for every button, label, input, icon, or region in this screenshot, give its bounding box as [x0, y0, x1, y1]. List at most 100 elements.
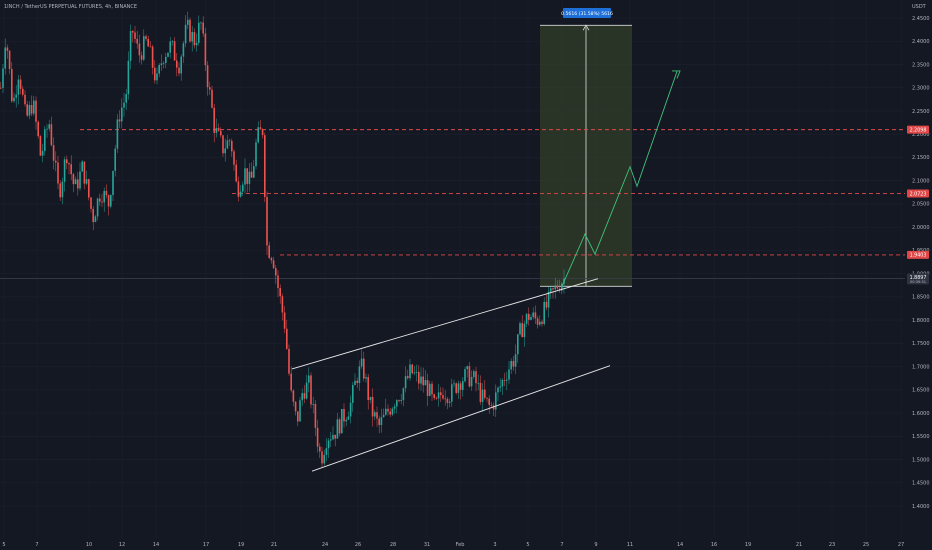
- candle-body: [508, 369, 510, 380]
- candle-body: [332, 434, 334, 440]
- level-badge: [907, 189, 929, 198]
- candle-body: [435, 397, 438, 399]
- time-tick-label: 12: [119, 542, 125, 548]
- candle-body: [26, 104, 28, 116]
- candle-body: [437, 392, 440, 399]
- time-tick-label: 10: [86, 542, 92, 548]
- candle-body: [453, 383, 455, 385]
- candle-body: [44, 129, 46, 151]
- candle-body: [330, 439, 332, 441]
- candle-body: [444, 398, 446, 400]
- candle-body: [495, 392, 497, 410]
- candle-body: [46, 128, 48, 130]
- ascending-channel: [291, 278, 611, 472]
- candle-body: [541, 321, 543, 324]
- candle-body: [371, 396, 374, 417]
- candle-body: [41, 150, 44, 156]
- candle-body: [411, 364, 413, 374]
- projection-path: [561, 71, 678, 287]
- candle-body: [448, 401, 451, 403]
- candle-body: [215, 127, 218, 133]
- candle-body: [431, 383, 433, 395]
- channel-lower-line: [311, 365, 611, 472]
- channel-upper-line: [291, 278, 599, 370]
- candle-body: [233, 151, 235, 165]
- candle-body: [35, 100, 37, 122]
- candle-body: [426, 380, 429, 396]
- candle-body: [127, 60, 130, 95]
- candle-body: [13, 97, 15, 102]
- candle-body: [8, 50, 11, 70]
- candle-body: [169, 41, 171, 53]
- candle-body: [323, 454, 325, 464]
- time-tick-label: 7: [560, 542, 563, 548]
- candle-body: [116, 119, 119, 149]
- candle-body: [70, 164, 72, 175]
- candle-body: [462, 381, 464, 390]
- candle-body: [413, 372, 416, 374]
- candle-body: [248, 171, 251, 184]
- candle-body: [28, 104, 31, 116]
- candle-body: [363, 358, 365, 379]
- candle-body: [132, 30, 134, 33]
- candle-body: [312, 403, 314, 405]
- candle-body: [59, 183, 61, 198]
- candle-body: [486, 397, 488, 399]
- candle-body: [264, 135, 266, 197]
- time-tick-label: 16: [711, 542, 717, 548]
- price-tick-label: 2.1000: [912, 178, 930, 184]
- candle-body: [492, 405, 495, 410]
- candle-body: [173, 41, 176, 61]
- measure-label-bg: [563, 8, 611, 18]
- candle-body: [138, 43, 141, 56]
- candle-body: [558, 288, 561, 291]
- time-axis[interactable]: 5 7 10 12 14 17 19 21 24 26 28 31 Feb 3 5 7 9 11 14 16 19 21 2…: [2, 542, 904, 548]
- candle-body: [39, 136, 42, 156]
- time-tick-label: 14: [153, 542, 159, 548]
- candle-body: [290, 373, 292, 391]
- candle-body: [165, 56, 167, 63]
- candle-body: [149, 46, 152, 48]
- candle-body: [442, 395, 444, 399]
- candle-body: [385, 408, 387, 415]
- candle-body: [532, 312, 534, 317]
- candle-body: [310, 375, 312, 405]
- candle-body: [316, 427, 319, 447]
- candle-body: [396, 400, 398, 407]
- candle-body: [158, 65, 160, 74]
- candle-body: [497, 387, 499, 393]
- candle-body: [48, 124, 50, 129]
- grid: [0, 0, 905, 538]
- price-tick-label: 2.2000: [912, 132, 930, 138]
- candle-body: [525, 313, 528, 324]
- candle-body: [182, 43, 185, 57]
- candle-body: [543, 301, 545, 324]
- candle-body: [55, 160, 57, 163]
- candle-body: [81, 161, 83, 172]
- candle-body: [239, 191, 242, 197]
- candle-body: [550, 288, 552, 292]
- level-badge: [907, 250, 929, 259]
- candle-body: [220, 130, 222, 136]
- candle-body: [123, 102, 125, 108]
- candle-body: [305, 382, 308, 399]
- price-axis[interactable]: 2.4500 2.4000 2.3500 2.3000 2.2500 2.2000 2.15…: [907, 16, 930, 510]
- candle-body: [382, 414, 385, 418]
- level-badge-label: 1.9403: [910, 253, 927, 259]
- price-tick-label: 1.5500: [912, 434, 930, 440]
- candle-body: [224, 148, 226, 154]
- candle-body: [561, 283, 563, 291]
- candle-body: [178, 67, 180, 74]
- level-badge-label: 2.0723: [910, 191, 927, 197]
- candle-body: [279, 288, 281, 297]
- candle-body: [88, 179, 90, 198]
- candle-body: [237, 181, 240, 197]
- candle-body: [22, 88, 24, 95]
- candle-body: [365, 377, 367, 379]
- candle-body: [539, 321, 541, 325]
- candle-body: [466, 366, 468, 370]
- time-tick-label: 5: [2, 542, 5, 548]
- level-badge-label: 2.2098: [910, 127, 927, 133]
- candle-body: [198, 22, 200, 43]
